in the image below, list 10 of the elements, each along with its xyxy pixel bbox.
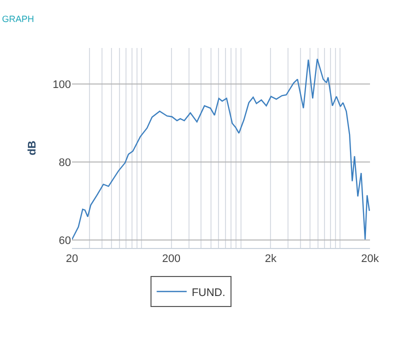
x-tick-label: 200 [162, 253, 181, 266]
y-axis-title: dB [26, 140, 38, 156]
x-tick-label: 20 [66, 253, 78, 266]
chart-title: GRAPH [2, 14, 34, 24]
x-tick-label: 20k [361, 253, 380, 266]
y-tick-label: 60 [58, 235, 71, 248]
legend-label: FUND. [192, 286, 226, 299]
y-tick-label: 80 [58, 156, 71, 169]
x-tick-label: 2k [264, 253, 277, 266]
y-tick-label: 100 [52, 78, 71, 91]
